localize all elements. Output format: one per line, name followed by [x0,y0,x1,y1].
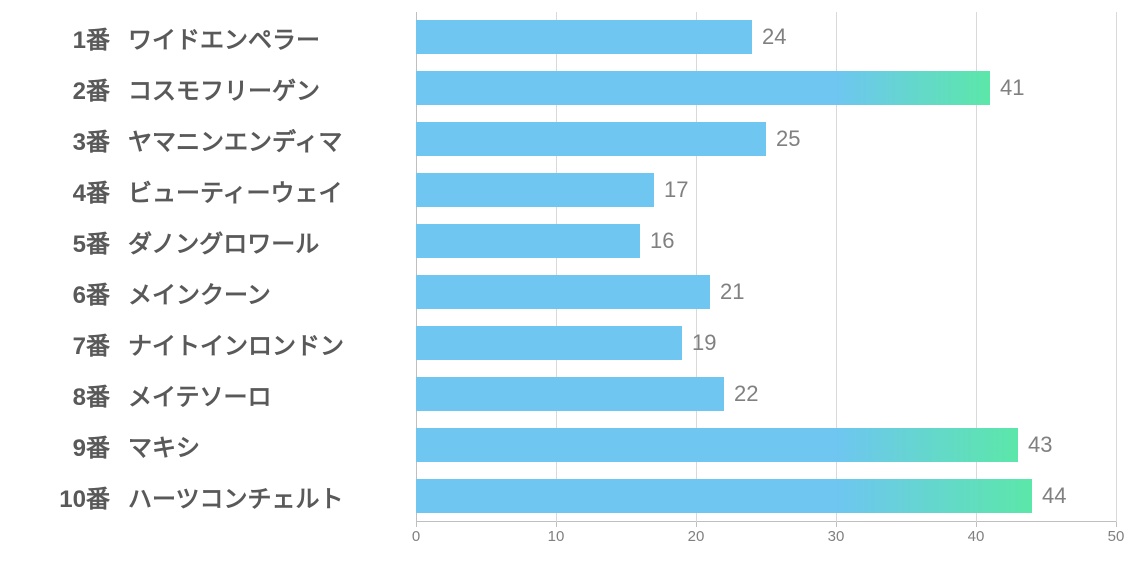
x-tick-label: 40 [968,528,985,545]
row-label: 7番ナイトインロンドン [0,327,344,359]
row-label: 6番メインクーン [0,276,271,308]
value-label: 41 [1000,71,1024,105]
row-label: 3番ヤマニンエンディマ [0,123,342,155]
row-number: 2番 [36,71,110,106]
value-label: 17 [664,173,688,207]
row-number: 10番 [36,479,110,514]
value-label: 21 [720,275,744,309]
row-name: マキシ [128,428,200,463]
value-label: 19 [692,326,716,360]
bar [416,275,710,309]
row-number: 4番 [36,173,110,208]
row-name: コスモフリーゲン [128,71,320,106]
x-tick-label: 30 [828,528,845,545]
row-number: 8番 [36,377,110,412]
value-label: 44 [1042,479,1066,513]
row-label: 4番ビューティーウェイ [0,174,343,206]
x-axis-line [416,521,1116,522]
row-number: 9番 [36,428,110,463]
tick-mark [836,522,837,527]
value-label: 43 [1028,428,1052,462]
plot-area: 0102030405024412517162119224344 [416,12,1116,522]
value-label: 22 [734,377,758,411]
bar [416,71,990,105]
row-number: 5番 [36,224,110,259]
bar [416,20,752,54]
bar [416,428,1018,462]
row-name: ヤマニンエンディマ [128,122,342,157]
row-number: 7番 [36,326,110,361]
bar [416,326,682,360]
tick-mark [416,522,417,527]
gridline [1116,12,1117,522]
row-number: 1番 [36,20,110,55]
row-number: 6番 [36,275,110,310]
row-name: ワイドエンペラー [128,20,320,55]
tick-mark [556,522,557,527]
tick-mark [1116,522,1117,527]
x-tick-label: 10 [548,528,565,545]
value-label: 25 [776,122,800,156]
x-tick-label: 0 [412,528,420,545]
row-label: 2番コスモフリーゲン [0,72,320,104]
row-name: ダノングロワール [128,224,319,259]
row-name: メイテソーロ [128,377,272,412]
labels-column: 1番ワイドエンペラー 2番コスモフリーゲン 3番ヤマニンエンディマ 4番ビューティーウ… [0,0,410,567]
row-label: 9番マキシ [0,429,200,461]
bar [416,377,724,411]
row-label: 8番メイテソーロ [0,378,272,410]
row-label: 10番ハーツコンチェルト [0,480,344,512]
row-name: メインクーン [128,275,271,310]
row-name: ナイトインロンドン [128,326,344,361]
row-number: 3番 [36,122,110,157]
bar [416,122,766,156]
x-tick-label: 50 [1108,528,1125,545]
row-name: ビューティーウェイ [128,173,343,208]
row-name: ハーツコンチェルト [128,479,344,514]
x-tick-label: 20 [688,528,705,545]
bar [416,479,1032,513]
value-label: 16 [650,224,674,258]
tick-mark [696,522,697,527]
row-label: 1番ワイドエンペラー [0,21,320,53]
bar [416,173,654,207]
value-label: 24 [762,20,786,54]
bar-chart: 1番ワイドエンペラー 2番コスモフリーゲン 3番ヤマニンエンディマ 4番ビューティーウ… [0,0,1134,567]
tick-mark [976,522,977,527]
row-label: 5番ダノングロワール [0,225,319,257]
bar [416,224,640,258]
